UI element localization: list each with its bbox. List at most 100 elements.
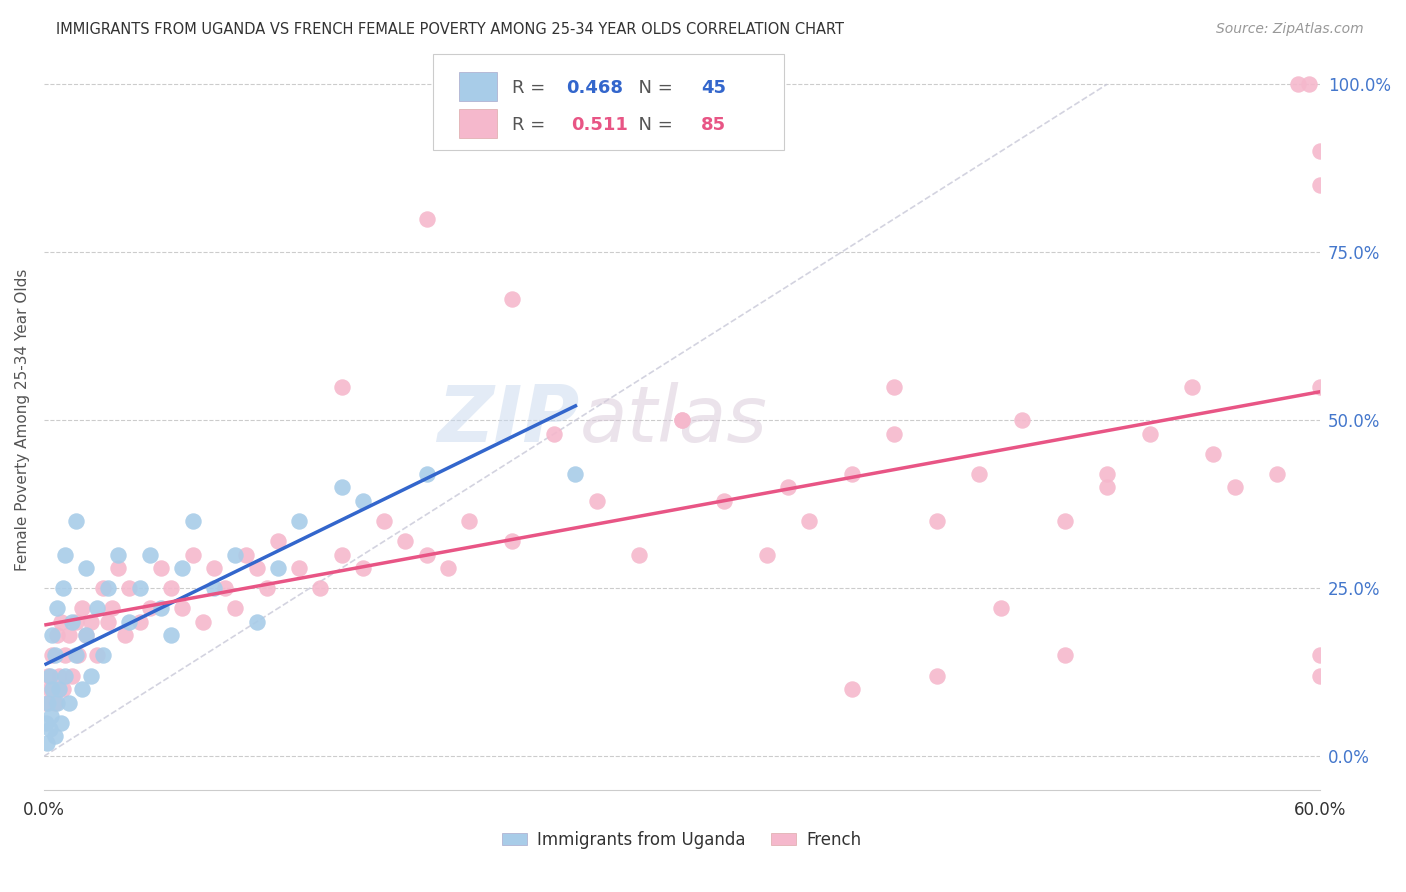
Point — [66, 648, 89, 663]
Text: R =: R = — [512, 78, 551, 97]
Point — [41, 709, 63, 723]
Point — [65, 615, 87, 629]
Point — [925, 514, 948, 528]
Point — [58, 628, 80, 642]
Point — [235, 548, 257, 562]
Point — [267, 561, 290, 575]
Point — [65, 648, 87, 663]
Point — [41, 628, 63, 642]
Point — [160, 582, 183, 596]
Point — [543, 426, 565, 441]
Legend: Immigrants from Uganda, French: Immigrants from Uganda, French — [496, 824, 868, 855]
Point — [101, 601, 124, 615]
Point — [778, 481, 800, 495]
Point — [53, 548, 76, 562]
Point — [193, 615, 215, 629]
Point — [65, 514, 87, 528]
Point — [35, 696, 58, 710]
Point — [79, 668, 101, 682]
Point — [990, 601, 1012, 615]
Point — [628, 548, 651, 562]
Point — [671, 413, 693, 427]
Point — [585, 494, 607, 508]
Point — [1309, 668, 1331, 682]
Point — [41, 682, 63, 697]
Point — [1309, 145, 1331, 159]
Point — [97, 582, 120, 596]
Point — [93, 582, 115, 596]
Point — [415, 548, 437, 562]
FancyBboxPatch shape — [458, 109, 496, 138]
Text: 0.468: 0.468 — [565, 78, 623, 97]
FancyBboxPatch shape — [433, 54, 783, 151]
Point — [245, 561, 267, 575]
Point — [79, 615, 101, 629]
Point — [373, 514, 395, 528]
Point — [394, 534, 416, 549]
Point — [75, 628, 97, 642]
Point — [44, 729, 66, 743]
Point — [841, 467, 863, 481]
Point — [93, 648, 115, 663]
Point — [755, 548, 778, 562]
Point — [501, 534, 523, 549]
Point — [44, 648, 66, 663]
Point — [149, 601, 172, 615]
Point — [35, 736, 58, 750]
Point — [1202, 447, 1225, 461]
Point — [128, 582, 150, 596]
Point — [114, 628, 136, 642]
Point — [37, 696, 59, 710]
Point — [224, 548, 246, 562]
Point — [172, 561, 194, 575]
Point — [118, 582, 141, 596]
Point — [75, 628, 97, 642]
Point — [48, 682, 70, 697]
Point — [214, 582, 236, 596]
Text: IMMIGRANTS FROM UGANDA VS FRENCH FEMALE POVERTY AMONG 25-34 YEAR OLDS CORRELATIO: IMMIGRANTS FROM UGANDA VS FRENCH FEMALE … — [56, 22, 844, 37]
Point — [352, 561, 374, 575]
Point — [883, 380, 905, 394]
Point — [671, 413, 693, 427]
Point — [202, 582, 225, 596]
Point — [128, 615, 150, 629]
Point — [330, 481, 353, 495]
Point — [172, 601, 194, 615]
Point — [52, 582, 75, 596]
Point — [1139, 426, 1161, 441]
Point — [181, 514, 204, 528]
Point — [883, 426, 905, 441]
Text: N =: N = — [627, 116, 679, 134]
Point — [1309, 648, 1331, 663]
Point — [1265, 467, 1288, 481]
Point — [58, 696, 80, 710]
Point — [49, 715, 72, 730]
Point — [1181, 380, 1204, 394]
Point — [969, 467, 991, 481]
Point — [75, 561, 97, 575]
Point — [437, 561, 460, 575]
Point — [52, 682, 75, 697]
Point — [925, 668, 948, 682]
Point — [1223, 481, 1246, 495]
Point — [1286, 77, 1309, 91]
Text: 45: 45 — [702, 78, 725, 97]
Point — [1095, 467, 1118, 481]
Point — [60, 615, 83, 629]
Point — [501, 293, 523, 307]
Point — [149, 561, 172, 575]
Text: Source: ZipAtlas.com: Source: ZipAtlas.com — [1216, 22, 1364, 37]
Point — [1298, 77, 1320, 91]
Point — [48, 668, 70, 682]
Point — [1309, 178, 1331, 192]
Point — [1011, 413, 1033, 427]
Point — [39, 668, 62, 682]
Y-axis label: Female Poverty Among 25-34 Year Olds: Female Poverty Among 25-34 Year Olds — [15, 269, 30, 572]
Point — [107, 561, 129, 575]
Point — [841, 682, 863, 697]
Point — [44, 696, 66, 710]
Text: atlas: atlas — [579, 383, 768, 458]
Point — [39, 682, 62, 697]
Point — [309, 582, 332, 596]
Point — [45, 696, 67, 710]
